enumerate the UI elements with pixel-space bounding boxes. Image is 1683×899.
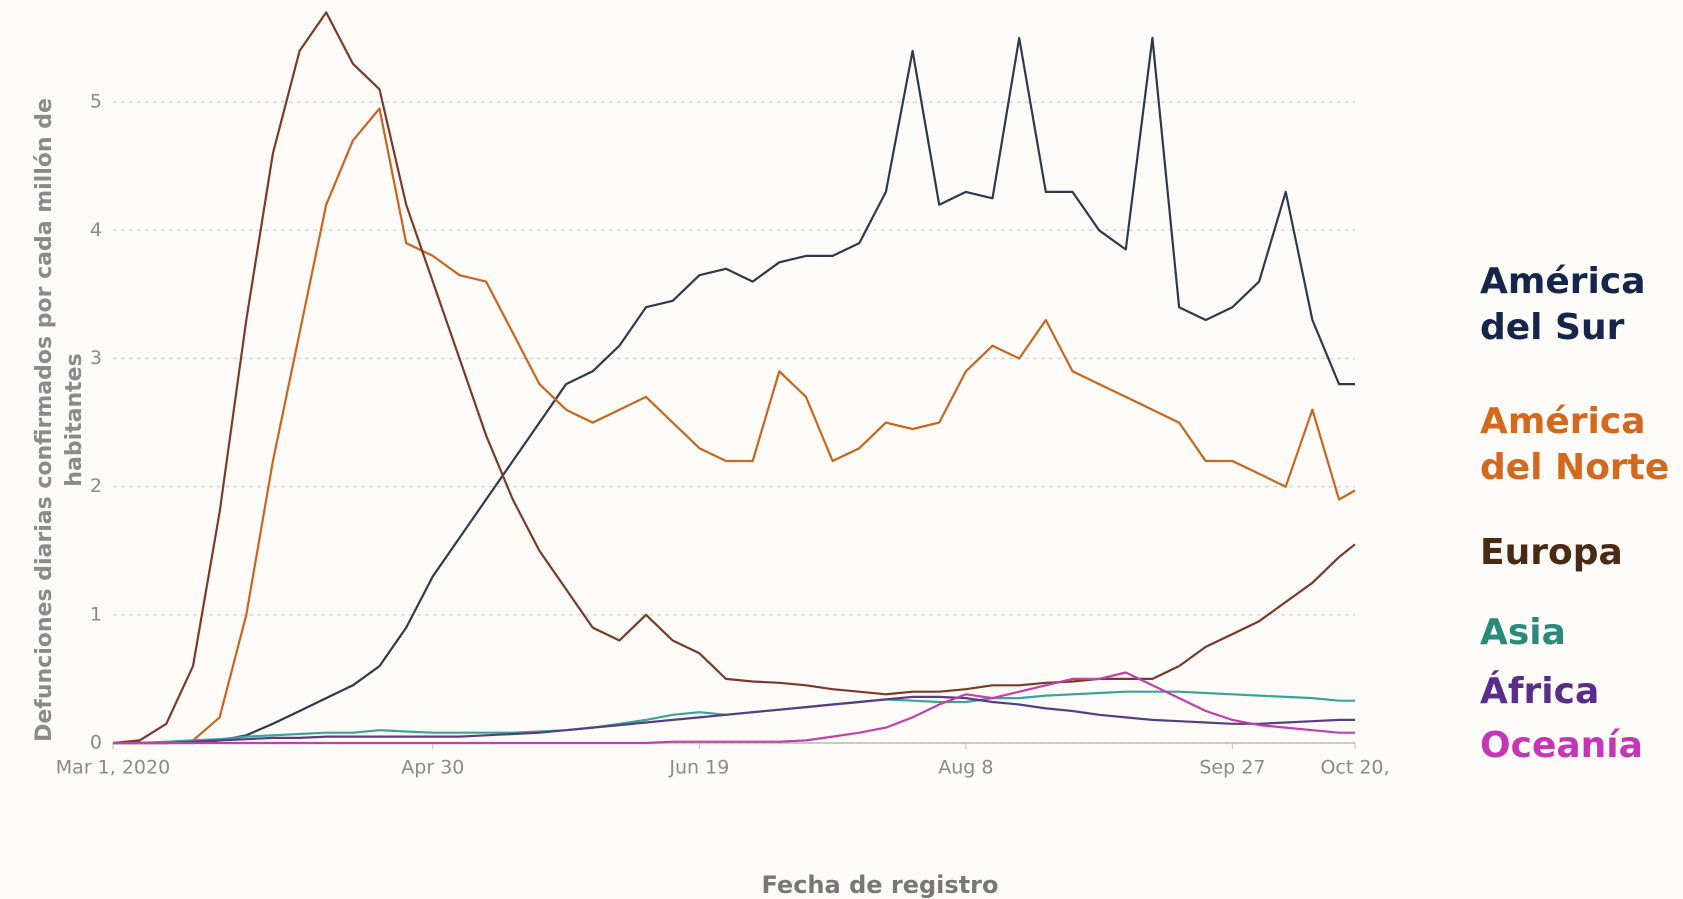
x-tick-label: Aug 8	[938, 757, 993, 779]
y-tick-label: 0	[90, 732, 102, 754]
series-line	[113, 695, 1355, 745]
legend-label: América del Norte	[1480, 401, 1670, 488]
series-line	[112, 11, 1356, 745]
y-tick-label: 1	[90, 603, 102, 625]
y-tick-label: 2	[90, 475, 102, 497]
y-axis-title: Defunciones diarias confirmados por cada…	[32, 98, 87, 742]
y-tick-label: 4	[90, 219, 102, 241]
y-tick-label: 5	[90, 91, 102, 113]
series-line	[113, 107, 1356, 745]
series-line	[113, 36, 1355, 745]
legend-label: Oceanía	[1480, 725, 1643, 766]
legend-label: Europa	[1480, 532, 1623, 573]
x-tick-label: Mar 1, 2020	[56, 757, 170, 779]
legend-label: Asia	[1480, 612, 1566, 653]
x-axis-title: Fecha de registro	[761, 871, 999, 899]
x-tick-label: Apr 30	[401, 757, 464, 779]
legend-label: América del Sur	[1480, 261, 1646, 348]
series-line	[113, 671, 1355, 745]
series-line	[113, 690, 1355, 745]
legend-label: África	[1480, 671, 1600, 712]
x-tick-label: Jun 19	[668, 757, 729, 779]
y-tick-label: 3	[90, 347, 102, 369]
x-tick-label: Oct 20,	[1320, 757, 1389, 779]
x-tick-label: Sep 27	[1199, 757, 1265, 779]
